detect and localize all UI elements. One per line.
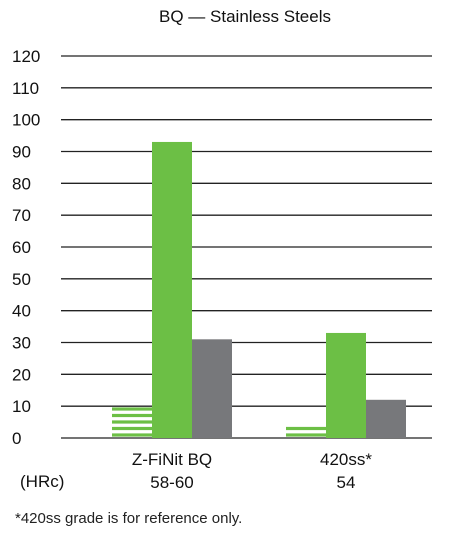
footnote: *420ss grade is for reference only.	[15, 510, 243, 527]
y-tick-label: 90	[12, 143, 31, 162]
y-tick-label: 0	[12, 429, 21, 448]
bar-hatch-line	[112, 433, 152, 437]
y-tick-label: 100	[12, 111, 40, 130]
bar-hatch-line	[286, 426, 326, 431]
bar-hatched	[112, 407, 152, 437]
bar	[366, 399, 406, 438]
y-tick-label: 50	[12, 270, 31, 289]
bars	[112, 141, 406, 438]
bar	[326, 332, 366, 438]
y-tick-label: 110	[12, 79, 39, 98]
x-axis-labels: Z-FiNit BQ 58-60 420ss* 54	[132, 450, 373, 492]
bar-hatched	[286, 426, 326, 437]
bar-hatch-line	[286, 433, 326, 437]
x-category-label: Z-FiNit BQ	[132, 450, 212, 469]
chart-title: BQ — Stainless Steels	[159, 7, 331, 26]
y-axis-tick-labels: 0 10 20 30 40 50 60 70 80 90 100 110 120	[12, 47, 40, 448]
y-tick-label: 10	[12, 397, 31, 416]
x-category-sublabel: 54	[337, 473, 356, 492]
y-tick-label: 60	[12, 238, 31, 257]
unit-label: (HRc)	[20, 472, 65, 491]
bar	[152, 141, 192, 438]
y-tick-label: 80	[12, 174, 31, 193]
y-tick-label: 30	[12, 334, 31, 353]
bar-hatch-line	[112, 407, 152, 411]
y-tick-label: 120	[12, 47, 40, 66]
x-category-sublabel: 58-60	[150, 473, 193, 492]
bar-hatch-line	[112, 426, 152, 431]
bar	[192, 339, 232, 438]
bar-hatch-line	[112, 413, 152, 418]
y-tick-label: 40	[12, 302, 31, 321]
x-category-label: 420ss*	[320, 450, 372, 469]
y-tick-label: 20	[12, 365, 31, 384]
bar-hatch-line	[112, 420, 152, 424]
y-tick-label: 70	[12, 206, 31, 225]
gridlines	[61, 55, 432, 439]
